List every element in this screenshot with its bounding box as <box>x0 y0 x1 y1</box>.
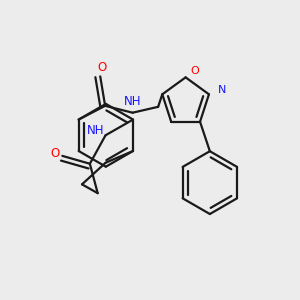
Text: O: O <box>98 61 107 74</box>
Text: O: O <box>190 65 199 76</box>
Text: N: N <box>218 85 226 95</box>
Text: NH: NH <box>124 95 141 108</box>
Text: NH: NH <box>87 124 104 137</box>
Text: O: O <box>50 147 59 161</box>
